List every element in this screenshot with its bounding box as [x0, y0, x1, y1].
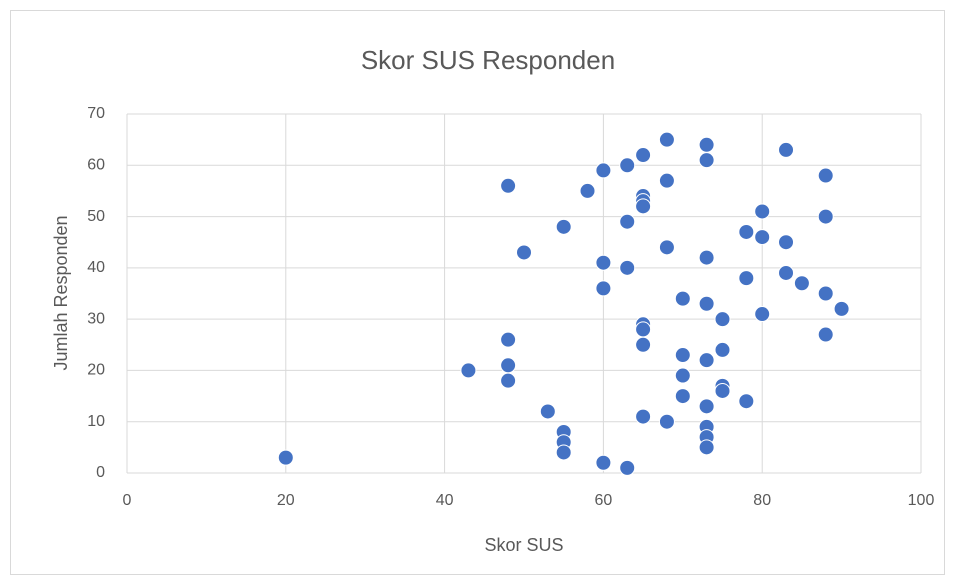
point [500, 372, 517, 389]
x-tick-label: 60 [595, 492, 613, 509]
point [714, 382, 731, 399]
point [738, 393, 755, 410]
chart-frame [10, 10, 945, 575]
point [595, 162, 612, 179]
point [817, 285, 834, 302]
point [619, 157, 636, 174]
point [833, 300, 850, 317]
point [635, 336, 652, 353]
point [619, 213, 636, 230]
point [817, 326, 834, 343]
point [674, 290, 691, 307]
point [698, 152, 715, 169]
point [460, 362, 477, 379]
y-tick-label: 60 [87, 157, 105, 174]
point [500, 177, 517, 194]
point [698, 352, 715, 369]
point [754, 306, 771, 323]
point [738, 270, 755, 287]
point [277, 449, 294, 466]
x-axis-label: Skor SUS [484, 535, 563, 555]
point [500, 357, 517, 374]
point [579, 182, 596, 199]
x-tick-label: 20 [277, 492, 295, 509]
chart-title: Skor SUS Responden [361, 45, 615, 75]
point [674, 367, 691, 384]
x-tick-label: 0 [123, 492, 132, 509]
y-tick-label: 40 [87, 259, 105, 276]
point [539, 403, 556, 420]
point [595, 254, 612, 271]
x-tick-label: 100 [908, 492, 935, 509]
y-axis-label: Jumlah Responden [51, 215, 71, 370]
point [635, 198, 652, 215]
point [793, 275, 810, 292]
point [658, 172, 675, 189]
point [754, 203, 771, 220]
point [635, 147, 652, 164]
y-tick-label: 0 [96, 464, 105, 481]
point [635, 408, 652, 425]
point [698, 136, 715, 153]
y-tick-label: 20 [87, 362, 105, 379]
point [714, 341, 731, 358]
point [658, 239, 675, 256]
y-tick-label: 70 [87, 105, 105, 122]
point [698, 249, 715, 266]
point [778, 264, 795, 281]
point [658, 413, 675, 430]
point [698, 439, 715, 456]
y-tick-label: 30 [87, 310, 105, 327]
point [674, 388, 691, 405]
point [754, 229, 771, 246]
point [555, 444, 572, 461]
point [595, 280, 612, 297]
point [516, 244, 532, 261]
point [698, 398, 715, 415]
point [619, 459, 636, 476]
point [738, 223, 755, 240]
point [698, 295, 715, 312]
y-tick-label: 50 [87, 208, 105, 225]
point [595, 454, 612, 471]
point [714, 311, 731, 328]
point [619, 259, 636, 276]
point [817, 208, 834, 225]
point [778, 234, 795, 251]
point [778, 141, 795, 158]
point [635, 321, 652, 338]
point [817, 167, 834, 184]
y-tick-label: 10 [87, 413, 105, 430]
x-tick-label: 40 [436, 492, 454, 509]
point [555, 218, 572, 235]
x-tick-label: 80 [753, 492, 771, 509]
point [500, 331, 517, 348]
point [658, 131, 675, 148]
point [674, 347, 691, 364]
